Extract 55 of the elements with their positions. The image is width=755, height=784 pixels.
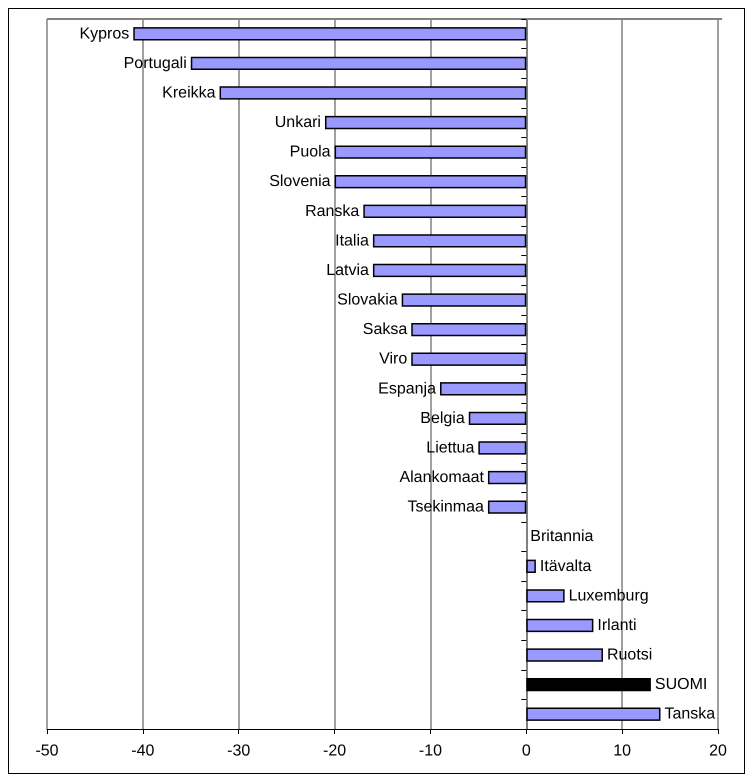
bar: [411, 352, 526, 366]
y-tick-label: Viro: [379, 350, 408, 368]
y-tick-label: Portugali: [124, 54, 187, 72]
bar: [526, 560, 536, 573]
y-tick-label: Espanja: [378, 380, 436, 398]
y-tick-label: Tsekinmaa: [407, 498, 484, 516]
bar: [411, 322, 526, 336]
bar: [324, 116, 526, 130]
bar: [372, 234, 526, 248]
y-tick-label: Puola: [290, 144, 331, 161]
y-tick-label: SUOMI: [654, 676, 708, 694]
x-tick-label: -20: [323, 742, 346, 760]
y-tick-label: Kypros: [79, 25, 130, 42]
y-tick-label: Slovakia: [337, 292, 398, 309]
y-tick-label: Ruotsi: [606, 646, 652, 664]
y-tick-label: Belgia: [420, 410, 465, 427]
bar: [526, 678, 651, 692]
x-tick-label: -10: [418, 742, 442, 760]
bar: [440, 382, 526, 396]
y-tick-label: Liettua: [426, 439, 474, 456]
x-tick-label: -40: [131, 742, 155, 760]
y-tick-label: Luxemburg: [568, 587, 649, 604]
bar: [334, 175, 526, 188]
x-tick-label: 0: [522, 742, 531, 760]
bar: [526, 648, 603, 662]
bar: [372, 264, 526, 278]
y-tick-label: Unkari: [274, 114, 321, 132]
y-tick-label: Ranska: [305, 202, 360, 220]
y-tick-label: Saksa: [362, 321, 408, 338]
bar: [402, 293, 526, 307]
y-tick-label: Itävalta: [540, 558, 592, 575]
bar: [133, 27, 526, 40]
bar: [363, 204, 526, 218]
x-tick-label: -50: [35, 742, 59, 760]
bar: [526, 589, 565, 603]
y-tick-label: Slovenia: [269, 173, 331, 190]
bar: [488, 470, 526, 484]
y-tick-label: Irlanti: [597, 616, 637, 634]
bar: [190, 56, 526, 70]
y-tick-label: Italia: [335, 232, 370, 250]
bar: [334, 145, 526, 159]
y-tick-label: Kreikka: [162, 84, 216, 102]
bar: [488, 500, 526, 514]
x-tick-label: -30: [227, 742, 250, 760]
bar: [526, 618, 594, 632]
bar: [468, 412, 526, 426]
y-tick-label: Latvia: [326, 262, 370, 279]
bar: [220, 86, 526, 100]
x-tick-label: 20: [709, 742, 727, 760]
y-tick-label: Tanska: [664, 706, 716, 723]
x-tick-label: 10: [613, 742, 632, 760]
bar: [478, 441, 526, 455]
bar: [526, 708, 660, 721]
y-tick-label: Britannia: [530, 528, 594, 546]
y-tick-label: Alankomaat: [399, 469, 484, 486]
